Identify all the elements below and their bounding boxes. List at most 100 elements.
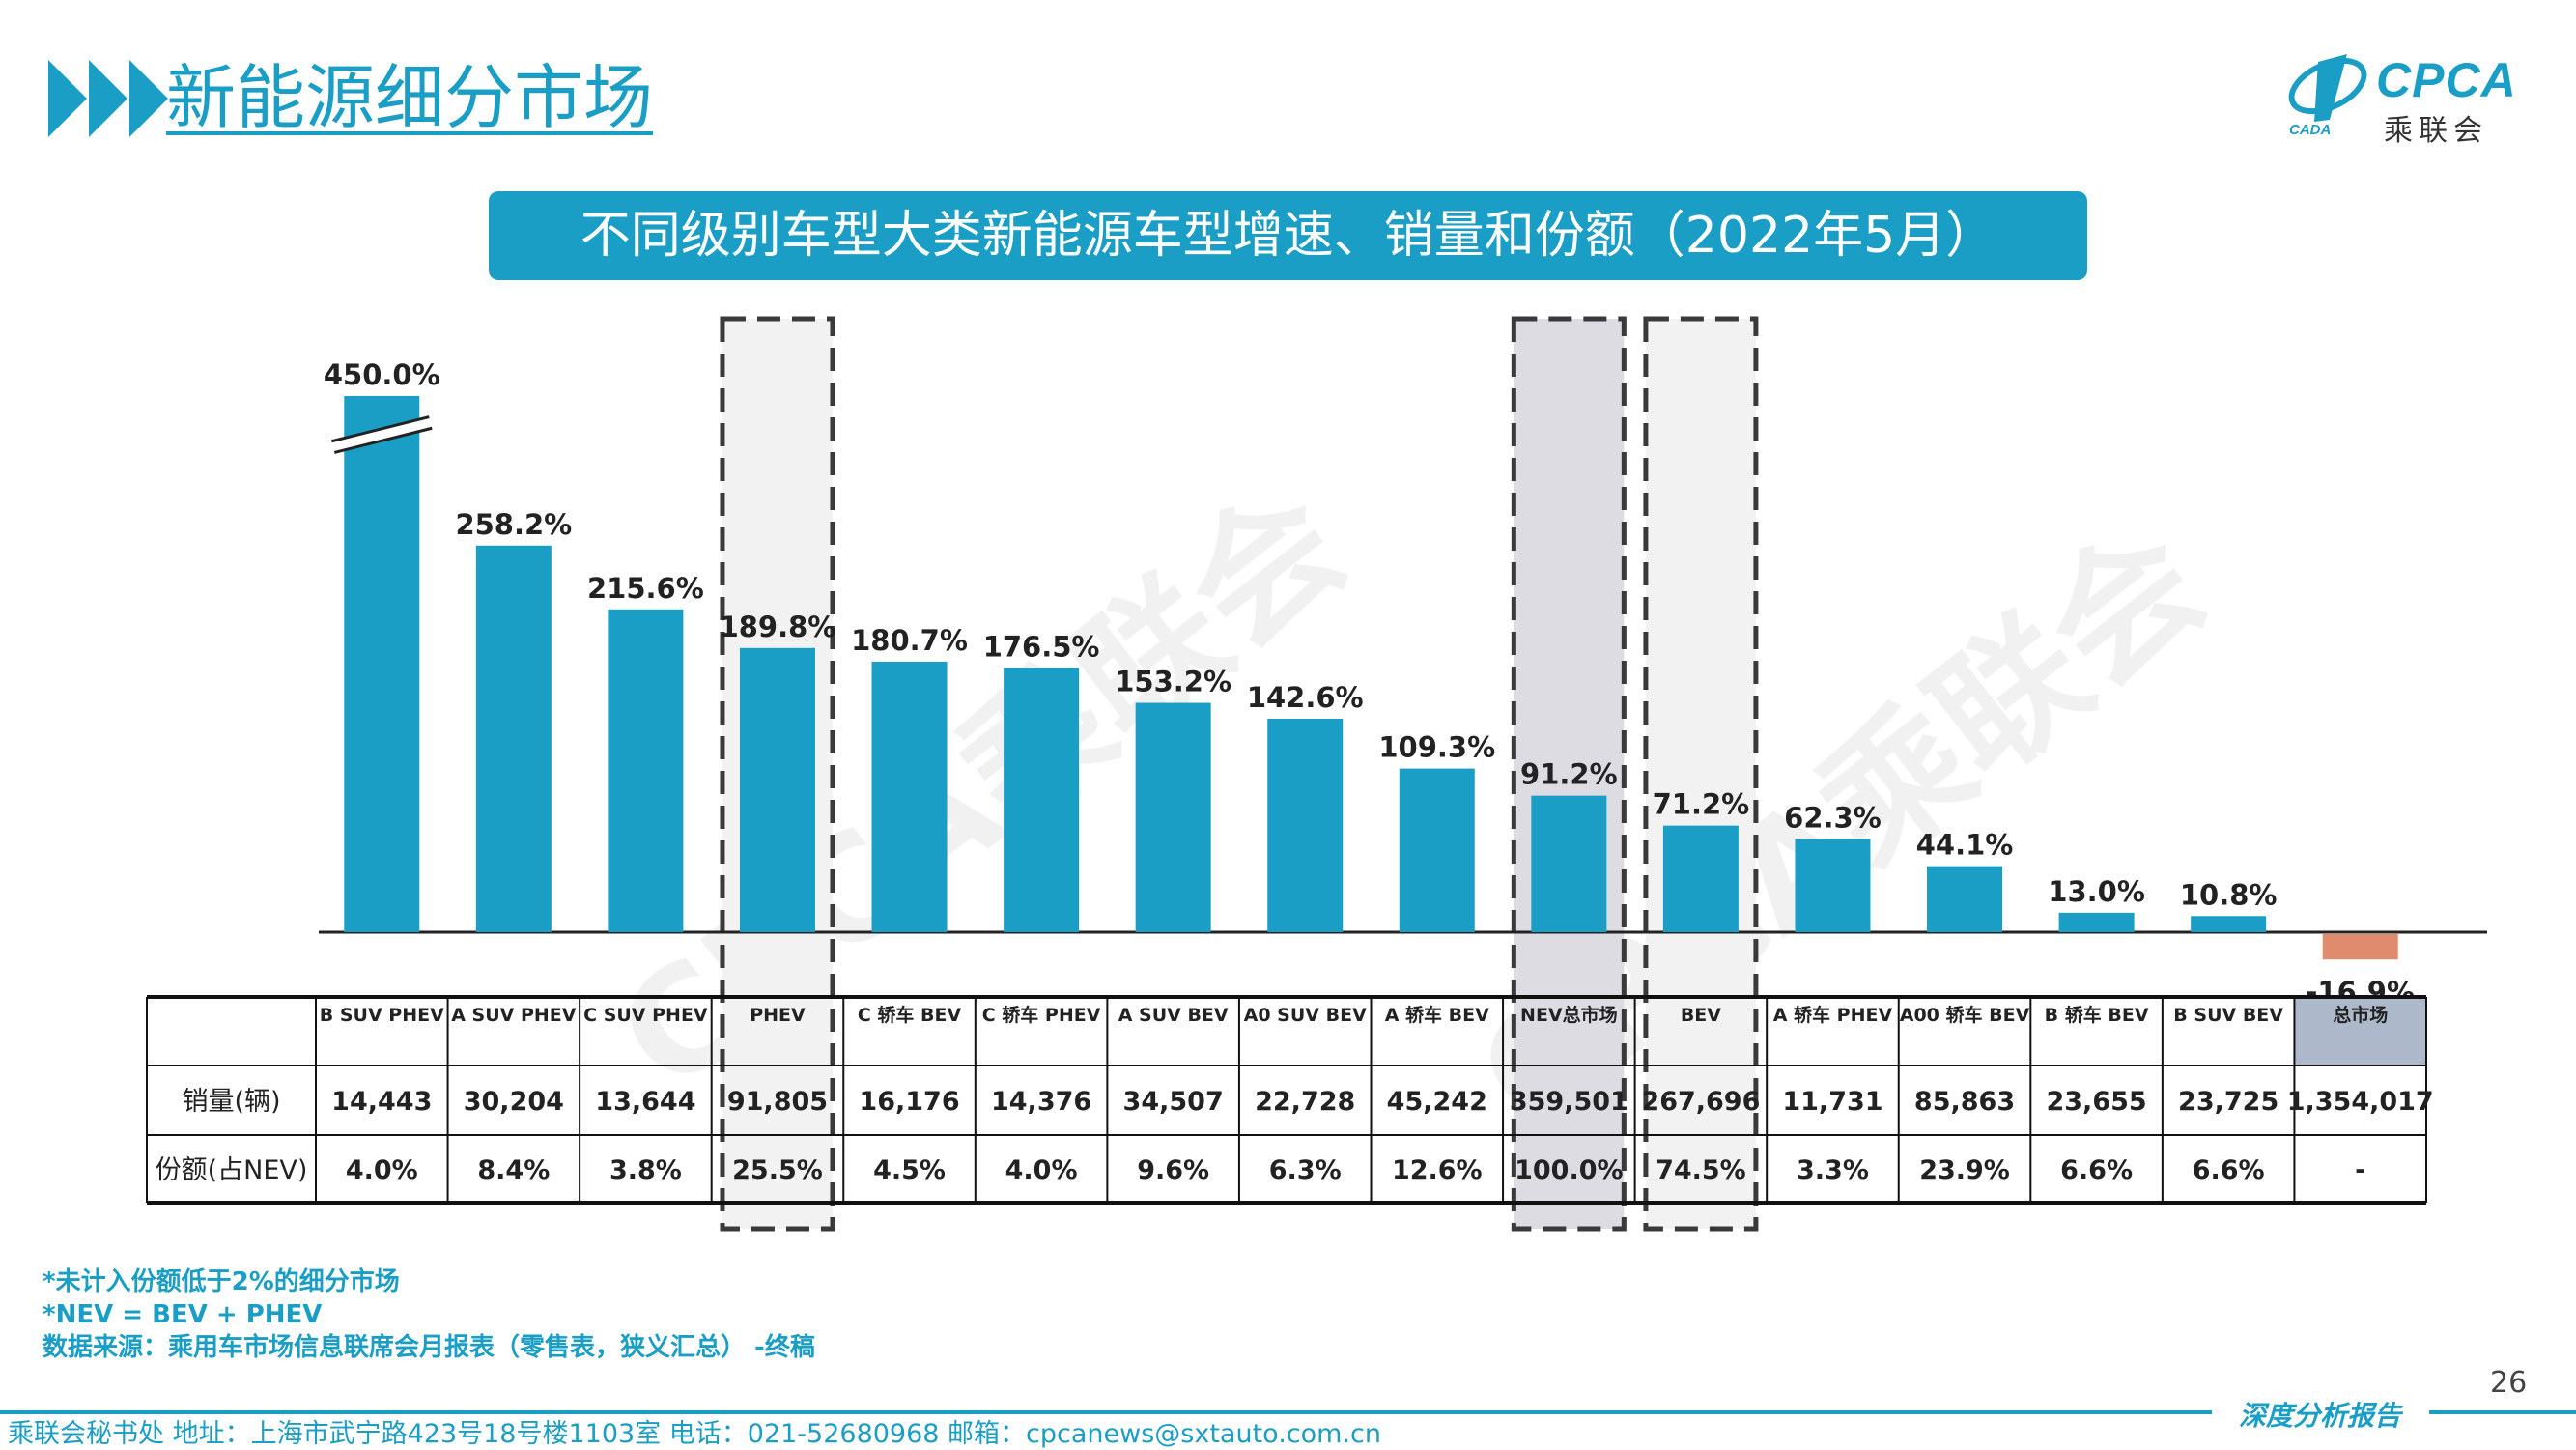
axis-break-mark — [331, 415, 430, 443]
logo-small-text: CADA — [2289, 122, 2332, 138]
bar — [739, 647, 815, 932]
chart-banner-title: 不同级别车型大类新能源车型增速、销量和份额（2022年5月） — [489, 191, 2087, 280]
slide-title: 新能源细分市场 — [166, 57, 654, 138]
data-label: 91.2% — [1520, 758, 1618, 791]
data-label: 142.6% — [1247, 681, 1364, 714]
bar — [608, 609, 684, 932]
table-cell: - — [2355, 1155, 2365, 1185]
bar — [1531, 795, 1607, 932]
table-cell: 14,376 — [991, 1087, 1091, 1117]
table-cell: 74.5% — [1656, 1155, 1746, 1185]
bar — [1399, 768, 1475, 932]
table-cell: 4.0% — [1005, 1155, 1078, 1185]
table-cell: 12.6% — [1392, 1155, 1483, 1185]
table-cell: 34,507 — [1123, 1087, 1224, 1117]
chevron-right-icon — [48, 60, 87, 137]
table-cell: 25.5% — [732, 1155, 823, 1185]
table-cell: 6.6% — [2193, 1155, 2265, 1185]
footer-divider — [2429, 1410, 2576, 1414]
logo-text: CPCA — [2376, 53, 2517, 107]
table-header-cell: A00 轿车 BEV — [1900, 1004, 2030, 1026]
axis-break-mark — [333, 426, 433, 454]
bar — [2322, 934, 2398, 960]
bar — [1662, 825, 1739, 932]
table-cell: 22,728 — [1255, 1087, 1355, 1117]
data-label: 44.1% — [1916, 829, 2014, 862]
table-cell: 14,443 — [331, 1087, 432, 1117]
table-cell: 23.9% — [1919, 1155, 2010, 1185]
notes: *未计入份额低于2%的细分市场 *NEV = BEV + PHEV 数据来源：乘… — [42, 1265, 815, 1364]
table-row-label: 销量(辆) — [182, 1087, 280, 1117]
footer-report-label: 深度分析报告 — [2239, 1400, 2402, 1432]
bar-chart: 450.0% 258.2% 215.6% 189.8% 180.7% 176.5% 153.… — [146, 316, 2487, 1232]
table-cell: 3.3% — [1797, 1155, 1869, 1185]
table-header-cell: C 轿车 PHEV — [982, 1004, 1101, 1026]
table-header-cell: 总市场 — [2333, 1004, 2388, 1026]
note-line: *未计入份额低于2%的细分市场 — [42, 1267, 400, 1296]
note-line: *NEV = BEV + PHEV — [42, 1300, 323, 1329]
data-label: 71.2% — [1653, 788, 1750, 821]
logo-subtext: 乘联会 — [2384, 114, 2488, 148]
table-cell: 9.6% — [1137, 1155, 1209, 1185]
table-cell: 4.0% — [346, 1155, 418, 1185]
data-label: 258.2% — [455, 508, 572, 541]
table-cell: 4.5% — [873, 1155, 946, 1185]
data-label: 109.3% — [1378, 731, 1495, 764]
data-label: 176.5% — [983, 630, 1100, 663]
page-number: 26 — [2490, 1366, 2528, 1400]
table-cell: 23,725 — [2178, 1087, 2279, 1117]
table-cell: 91,805 — [727, 1087, 828, 1117]
table-cell: 8.4% — [477, 1155, 550, 1185]
table-cell: 6.3% — [1269, 1155, 1342, 1185]
table-cell: 13,644 — [595, 1087, 695, 1117]
table-header-cell: B 轿车 BEV — [2045, 1004, 2149, 1026]
bar — [1135, 702, 1211, 932]
table-cell: 359,501 — [1510, 1087, 1628, 1117]
highlight-box — [1643, 316, 1759, 1232]
data-label: 180.7% — [851, 624, 968, 657]
bar — [1267, 718, 1344, 932]
table-header-cell: A0 SUV BEV — [1244, 1005, 1367, 1026]
table-header-cell: A SUV PHEV — [451, 1005, 577, 1026]
footer-divider — [0, 1410, 2212, 1414]
table-cell: 11,731 — [1782, 1087, 1882, 1117]
data-label: 10.8% — [2180, 878, 2278, 911]
table-header-cell: C 轿车 BEV — [858, 1004, 962, 1026]
table-cell: 267,696 — [1641, 1087, 1760, 1117]
bar — [344, 396, 420, 932]
bar — [2191, 916, 2267, 932]
data-label: 189.8% — [720, 611, 836, 643]
table-header-cell: A SUV BEV — [1118, 1005, 1229, 1026]
table-cell: 85,863 — [1914, 1087, 2015, 1117]
logo-emblem-icon — [2288, 54, 2367, 122]
footer-contact: 乘联会秘书处 地址：上海市武宁路423号18号楼1103室 电话：021-526… — [8, 1419, 1382, 1449]
data-label: 153.2% — [1115, 666, 1231, 698]
bar — [1795, 839, 1871, 932]
cpca-logo: CPCA 乘联会 CADA — [2279, 43, 2540, 149]
table-header-cell: BEV — [1681, 1005, 1721, 1026]
table-header-cell: PHEV — [750, 1005, 806, 1026]
highlight-box — [1511, 316, 1627, 1232]
data-label: 450.0% — [324, 358, 440, 391]
data-label: 62.3% — [1784, 801, 1882, 834]
table-header-cell: A 轿车 BEV — [1385, 1004, 1489, 1026]
axis-break-mark — [331, 416, 433, 453]
note-line: 数据来源：乘用车市场信息联席会月报表（零售表，狭义汇总） -终稿 — [42, 1333, 815, 1362]
bar — [871, 661, 948, 932]
data-label: 215.6% — [587, 572, 704, 605]
data-label: 13.0% — [2048, 875, 2145, 908]
chevron-right-icon — [89, 60, 127, 137]
table-header-cell: NEV总市场 — [1520, 1004, 1618, 1026]
table-cell: 1,354,017 — [2287, 1087, 2434, 1117]
table-header-highlight — [2294, 997, 2426, 1066]
table-cell: 45,242 — [1387, 1087, 1487, 1117]
table-header-cell: A 轿车 PHEV — [1773, 1004, 1893, 1026]
table-row-label: 份额(占NEV) — [156, 1155, 308, 1185]
bar — [1927, 866, 2003, 932]
table-header-cell: C SUV PHEV — [583, 1005, 708, 1026]
bar — [2058, 912, 2135, 932]
chevron-right-icon — [129, 60, 168, 137]
table-cell: 3.8% — [609, 1155, 682, 1185]
bar — [475, 545, 552, 932]
table-header-cell: B SUV BEV — [2173, 1005, 2283, 1026]
